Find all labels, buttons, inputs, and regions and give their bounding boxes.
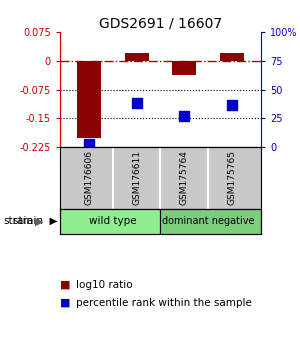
- Bar: [124, 53, 148, 61]
- Text: ■: ■: [60, 280, 70, 290]
- Point: [182, 113, 187, 119]
- Point: [86, 141, 91, 147]
- Bar: [172, 61, 197, 75]
- Bar: [160, 209, 261, 234]
- Text: dominant negative: dominant negative: [162, 216, 255, 226]
- Text: log10 ratio: log10 ratio: [76, 280, 133, 290]
- Text: ■: ■: [60, 298, 70, 308]
- Bar: [77, 61, 101, 138]
- Text: percentile rank within the sample: percentile rank within the sample: [76, 298, 252, 308]
- Text: GSM176606: GSM176606: [84, 150, 93, 205]
- Point: [134, 101, 139, 106]
- Text: GSM175764: GSM175764: [180, 150, 189, 205]
- Text: strain: strain: [3, 216, 33, 226]
- Text: strain  ▶: strain ▶: [13, 216, 58, 226]
- Bar: [60, 209, 160, 234]
- Text: wild type: wild type: [89, 216, 136, 226]
- Text: GSM176611: GSM176611: [132, 150, 141, 205]
- Text: ▶: ▶: [34, 216, 43, 226]
- Text: GSM175765: GSM175765: [228, 150, 237, 205]
- Point: [230, 102, 235, 107]
- Title: GDS2691 / 16607: GDS2691 / 16607: [99, 17, 222, 31]
- Bar: [220, 53, 244, 61]
